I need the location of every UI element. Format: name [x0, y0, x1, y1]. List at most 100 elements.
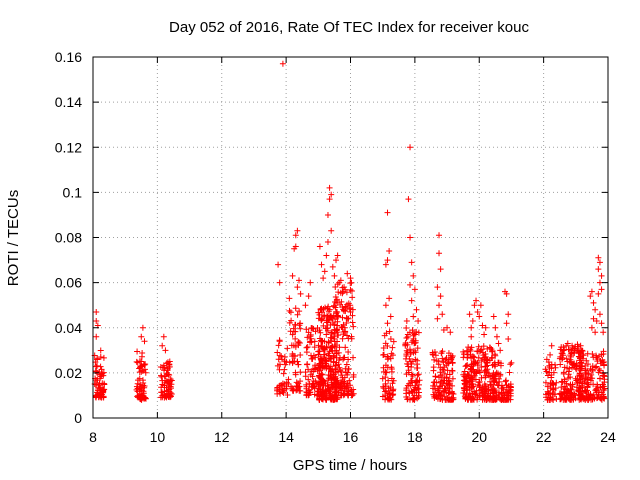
data-point [292, 321, 299, 328]
data-point [308, 355, 315, 362]
data-point [497, 360, 504, 367]
data-point [592, 306, 599, 313]
data-point [167, 394, 174, 401]
data-point [337, 367, 344, 374]
data-point [409, 389, 416, 396]
data-point [415, 392, 422, 399]
data-point [463, 386, 470, 393]
data-point [442, 385, 449, 392]
data-point [411, 286, 418, 293]
data-point [289, 353, 296, 360]
x-axis-label: GPS time / hours [293, 457, 407, 474]
data-point [546, 396, 553, 403]
data-point [142, 395, 149, 402]
data-point [585, 361, 592, 368]
data-point [334, 312, 341, 319]
data-point [560, 385, 567, 392]
data-point [283, 358, 290, 365]
data-point [350, 354, 357, 361]
data-point [569, 364, 576, 371]
data-point [136, 393, 143, 400]
data-point [497, 347, 504, 354]
data-point [282, 361, 289, 368]
data-point [449, 367, 456, 374]
data-point [286, 359, 293, 366]
data-point [478, 386, 485, 393]
data-point [446, 371, 453, 378]
data-point [380, 368, 387, 375]
data-point [315, 342, 322, 349]
data-point [328, 334, 335, 341]
data-point [332, 342, 339, 349]
data-point [430, 367, 437, 374]
data-point [595, 290, 602, 297]
data-point [402, 341, 409, 348]
data-point [328, 344, 335, 351]
data-point [600, 386, 607, 393]
data-point [496, 378, 503, 385]
data-point [93, 333, 100, 340]
data-point [318, 306, 325, 313]
data-point [332, 293, 339, 300]
data-point [462, 374, 469, 381]
data-point [317, 375, 324, 382]
data-point [447, 329, 454, 336]
data-point [319, 371, 326, 378]
data-point [485, 386, 492, 393]
data-point [297, 351, 304, 358]
data-point [462, 395, 469, 402]
data-point [349, 319, 356, 326]
data-point [481, 354, 488, 361]
data-point [449, 353, 456, 360]
data-point [469, 383, 476, 390]
data-point [595, 254, 602, 261]
data-point [159, 389, 166, 396]
data-point [347, 280, 354, 287]
data-point [315, 391, 322, 398]
data-point [601, 373, 608, 380]
data-point [489, 354, 496, 361]
data-point [390, 386, 397, 393]
data-point [482, 324, 489, 331]
data-point [340, 356, 347, 363]
data-point [415, 317, 422, 324]
data-point [279, 385, 286, 392]
data-point [582, 367, 589, 374]
data-point [296, 322, 303, 329]
data-point [382, 261, 389, 268]
data-point [448, 354, 455, 361]
data-point [543, 394, 550, 401]
data-point [319, 364, 326, 371]
data-point [409, 327, 416, 334]
data-point [316, 327, 323, 334]
data-point [133, 383, 140, 390]
data-point [343, 369, 350, 376]
data-point [98, 371, 105, 378]
data-point [576, 379, 583, 386]
data-point [415, 381, 422, 388]
data-point [430, 391, 437, 398]
data-point [598, 320, 605, 327]
data-point [320, 322, 327, 329]
data-point [597, 375, 604, 382]
data-point [440, 327, 447, 334]
data-point [498, 389, 505, 396]
data-point [493, 333, 500, 340]
data-point [283, 383, 290, 390]
data-point [561, 389, 568, 396]
data-point [292, 232, 299, 239]
data-point [559, 379, 566, 386]
data-point [345, 384, 352, 391]
data-point [474, 348, 481, 355]
y-tick-label: 0.16 [55, 49, 82, 65]
data-point [414, 372, 421, 379]
data-point [386, 248, 393, 255]
data-point [342, 344, 349, 351]
data-point [433, 357, 440, 364]
data-point [403, 334, 410, 341]
data-point [470, 396, 477, 403]
data-point [136, 395, 143, 402]
data-point [134, 348, 141, 355]
data-point [492, 396, 499, 403]
data-point [601, 362, 608, 369]
